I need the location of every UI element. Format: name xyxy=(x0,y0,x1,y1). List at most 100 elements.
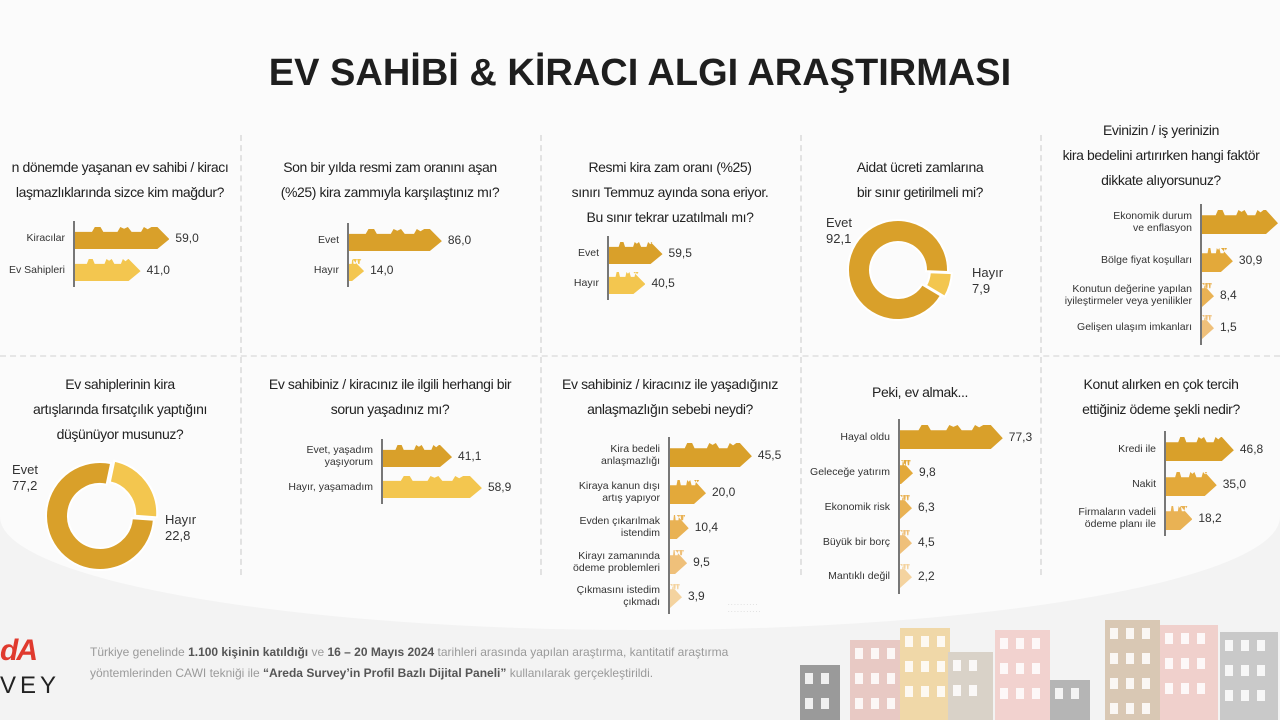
bar-value: 41,1 xyxy=(458,449,482,463)
footer-text: Türkiye genelinde xyxy=(90,645,189,659)
donut-value: 22,8 xyxy=(165,528,191,543)
logo: dA xyxy=(0,634,38,668)
chart-title-line: Peki, ev almak... xyxy=(872,384,968,400)
window-icon xyxy=(1126,703,1134,714)
bar-label: Büyük bir borç xyxy=(822,536,890,548)
bar-value: 8,4 xyxy=(1220,288,1237,302)
window-icon xyxy=(1032,688,1040,699)
donut-chart xyxy=(45,459,159,571)
chart-axis xyxy=(73,221,75,287)
window-icon xyxy=(1016,638,1024,649)
bar-label: Kiraya kanun dışı artış yapıyor xyxy=(578,480,660,504)
bar-label: Kira bedeli anlaşmazlığı xyxy=(601,443,660,467)
window-icon xyxy=(953,685,961,696)
window-icon xyxy=(855,673,863,684)
bar xyxy=(383,445,452,467)
bar xyxy=(383,476,482,498)
window-icon xyxy=(871,648,879,659)
bar-label: Ev Sahipleri xyxy=(8,264,65,276)
bar-label: Hayır xyxy=(573,277,599,289)
footer-bold: “Areda Survey’in Profil Bazlı Dijital Pa… xyxy=(262,666,507,680)
window-icon xyxy=(821,673,829,684)
donut-slice xyxy=(108,459,159,519)
window-icon xyxy=(969,685,977,696)
window-icon xyxy=(1241,665,1249,676)
footer-text: tarihleri arasında yapılan araştırma, ka… xyxy=(434,645,729,659)
chart-axis xyxy=(607,236,609,300)
footer-bold: 16 – 20 Mayıs 2024 xyxy=(327,645,435,659)
bar xyxy=(75,227,169,249)
window-icon xyxy=(887,698,895,709)
window-icon xyxy=(1000,688,1008,699)
window-icon xyxy=(921,636,929,647)
window-icon xyxy=(1225,690,1233,701)
bar-value: 10,4 xyxy=(694,520,719,534)
window-icon xyxy=(953,660,961,671)
bar-value: 20,0 xyxy=(712,485,736,499)
chart-title: Ev sahibiniz / kiracınız ile ilgili herh… xyxy=(244,372,536,422)
chart-title-line: sorun yaşadınız mı? xyxy=(330,401,450,417)
window-icon xyxy=(805,673,813,684)
window-icon xyxy=(905,661,913,672)
window-icon xyxy=(1197,658,1205,669)
chart-title: Aidat ücreti zamlarına bir sınır getirilm… xyxy=(804,155,1036,205)
bar-value: 1,5 xyxy=(1220,320,1237,334)
window-icon xyxy=(969,660,977,671)
window-icon xyxy=(1110,653,1118,664)
window-icon xyxy=(1055,688,1063,699)
bar-label: Hayır, yaşamadım xyxy=(288,481,373,493)
house-icon xyxy=(850,640,905,720)
bar-label: Firmaların vadeli ödeme planı ile xyxy=(1078,506,1156,530)
donut-label: Hayır 22,8 xyxy=(165,512,196,544)
footer-text: ve xyxy=(308,645,328,659)
logo-sub-text: VEY xyxy=(0,672,61,699)
window-icon xyxy=(1181,633,1189,644)
window-icon xyxy=(1241,690,1249,701)
bar-label: Hayır xyxy=(313,264,339,276)
chart-title: n dönemde yaşanan ev sahibi / kiracı laşm… xyxy=(2,155,238,205)
chart-title-line: Konut alırken en çok tercih xyxy=(1083,376,1239,392)
window-icon xyxy=(821,698,829,709)
house-icon xyxy=(948,652,993,720)
window-icon xyxy=(1000,638,1008,649)
bar-value: 4,5 xyxy=(918,535,935,549)
chart-axis xyxy=(668,437,670,614)
chart-title-line: Bu sınır tekrar uzatılmalı mı? xyxy=(586,209,754,225)
bar-value: 9,8 xyxy=(919,465,936,479)
chart-title-line: n dönemde yaşanan ev sahibi / kiracı xyxy=(11,159,229,175)
chart-title-line: sınırı Temmuz ayında sona eriyor. xyxy=(571,184,769,200)
window-icon xyxy=(937,636,945,647)
window-icon xyxy=(1032,638,1040,649)
chart-title: Konut alırken en çok tercih ettiğiniz öde… xyxy=(1044,372,1278,422)
bar-label: Ekonomik durum ve enflasyon xyxy=(1113,210,1192,234)
window-icon xyxy=(1142,678,1150,689)
window-icon xyxy=(1016,688,1024,699)
chart-title-line: Aidat ücreti zamlarına xyxy=(856,159,984,175)
page-title-text: EV SAHİBİ & KİRACI ALGI ARAŞTIRMASI xyxy=(268,52,1012,94)
window-icon xyxy=(1257,690,1265,701)
window-icon xyxy=(871,698,879,709)
house-icon xyxy=(1105,620,1160,720)
chart-title-line: düşünüyor musunuz? xyxy=(56,426,184,442)
bar-value: 58,9 xyxy=(487,480,512,494)
logo-text: dA xyxy=(0,634,38,667)
window-icon xyxy=(1110,703,1118,714)
window-icon xyxy=(1142,653,1150,664)
bar-value: 59,5 xyxy=(668,246,692,260)
bar-label: Kredi ile xyxy=(1118,443,1156,455)
chart-title-line: Son bir yılda resmi zam oranını aşan xyxy=(283,159,497,175)
divider xyxy=(0,355,1280,357)
bar-label: Çıkmasını istedim çıkmadı xyxy=(576,584,660,608)
window-icon xyxy=(1225,665,1233,676)
window-icon xyxy=(1257,640,1265,651)
page-title: EV SAHİBİ & KİRACI ALGI ARAŞTIRMASI xyxy=(0,52,1280,95)
chart-title-line: dikkate alıyorsunuz? xyxy=(1101,172,1221,188)
footer-bold: 1.100 kişinin katıldığı xyxy=(188,645,309,659)
bar xyxy=(75,259,141,281)
footer-note: Türkiye genelinde 1.100 kişinin katıldığ… xyxy=(90,642,1090,684)
window-icon xyxy=(937,686,945,697)
window-icon xyxy=(1241,640,1249,651)
bar-value: 59,0 xyxy=(175,231,199,245)
bar-value: 14,0 xyxy=(370,263,394,277)
bar-label: Kirayı zamanında ödeme problemleri xyxy=(573,550,660,574)
